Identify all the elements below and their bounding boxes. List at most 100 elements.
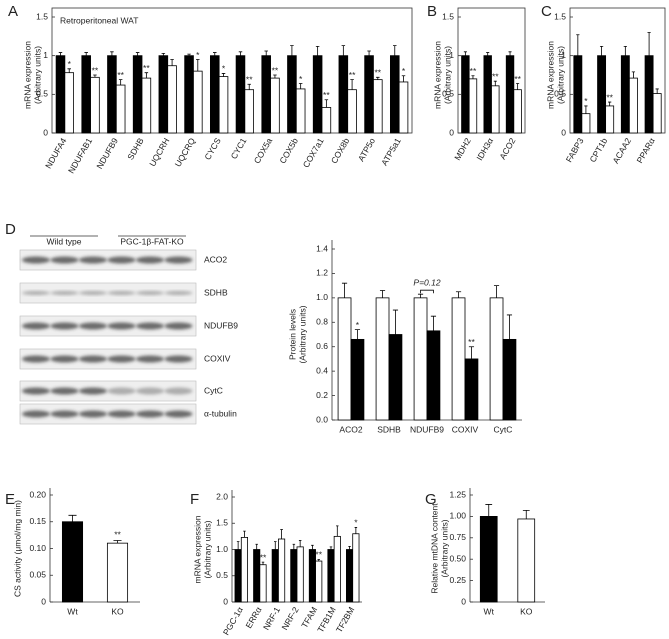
x-tick-label: PGC-1α xyxy=(221,605,245,637)
bar xyxy=(333,535,341,603)
y-tick-label: 1.4 xyxy=(316,243,328,253)
error-bar xyxy=(324,99,329,108)
error-bar xyxy=(623,45,627,56)
x-tick-label: ATP5a1 xyxy=(379,136,403,167)
bar xyxy=(375,297,390,421)
plot-frame xyxy=(51,7,413,134)
bar xyxy=(193,70,203,134)
blot-band xyxy=(50,387,79,395)
y-axis-label: Relative mtDNA content xyxy=(429,503,439,594)
band-label: SDHB xyxy=(204,287,228,297)
blot-band xyxy=(79,410,107,418)
y-tick-label: 1.2 xyxy=(316,268,328,278)
bar xyxy=(81,55,91,134)
blot-band xyxy=(107,291,136,295)
x-tick-label: COX8b xyxy=(329,136,352,165)
significance: ** xyxy=(92,65,99,75)
error-bar xyxy=(311,544,314,550)
error-bar xyxy=(485,504,493,517)
error-bar xyxy=(367,50,371,56)
bar xyxy=(315,560,323,603)
bar xyxy=(244,89,255,134)
band-label: α-tubulin xyxy=(204,408,237,418)
bar xyxy=(413,297,428,421)
y-tick-label: 0.50 xyxy=(449,553,466,563)
x-tick-label: NDUFB9 xyxy=(410,424,444,434)
error-bar xyxy=(341,45,346,56)
bar xyxy=(389,55,400,134)
bar xyxy=(141,77,152,134)
bar xyxy=(573,55,583,134)
significance: ** xyxy=(606,92,613,102)
error-bar xyxy=(631,71,636,79)
y-tick-label: 0.8 xyxy=(316,317,328,327)
bar xyxy=(218,76,229,134)
y-tick-label: 0 xyxy=(461,596,466,606)
bar xyxy=(106,542,129,603)
x-tick-label: COX5b xyxy=(277,136,300,165)
plot-frame xyxy=(569,7,666,134)
band-label: COXIV xyxy=(204,353,231,363)
y-axis-label: (Arbitrary units) xyxy=(439,519,449,577)
bar xyxy=(338,55,349,134)
bar xyxy=(620,55,630,134)
panel-letter: E xyxy=(5,491,15,508)
blot-band xyxy=(22,355,50,363)
y-tick-label: 0 xyxy=(43,127,48,137)
significance: ** xyxy=(492,71,499,81)
blot-band xyxy=(22,322,50,330)
bar xyxy=(115,84,126,134)
bar xyxy=(234,549,242,603)
significance: ** xyxy=(315,550,322,560)
bar xyxy=(90,76,100,134)
significance: ** xyxy=(374,68,381,78)
bar xyxy=(505,55,515,134)
error-bar xyxy=(522,510,530,519)
blot-band xyxy=(164,387,193,395)
blot-band xyxy=(22,410,50,418)
error-bar xyxy=(298,83,303,89)
error-bar xyxy=(354,527,358,534)
y-tick-label: 1 xyxy=(449,50,454,60)
bar xyxy=(489,297,504,421)
bar xyxy=(644,55,654,134)
significance: * xyxy=(584,96,588,106)
y-tick-label: 0 xyxy=(223,596,228,606)
y-axis-label: mRNA expression xyxy=(22,41,32,109)
significance: ** xyxy=(117,70,124,80)
y-tick-label: 0.5 xyxy=(554,89,566,99)
significance: * xyxy=(402,66,406,76)
error-bar xyxy=(261,561,265,565)
error-bar xyxy=(144,72,149,79)
blot-band xyxy=(164,355,193,363)
x-tick-label: SDHB xyxy=(377,424,401,434)
y-tick-label: 1.00 xyxy=(449,511,466,521)
error-bar xyxy=(280,529,283,539)
error-bar xyxy=(68,514,77,522)
significance: ** xyxy=(272,65,279,75)
blot-band xyxy=(22,387,50,395)
y-tick-label: 0 xyxy=(41,596,46,606)
x-tick-label: NDUFB9 xyxy=(94,136,120,171)
y-tick-label: 0.4 xyxy=(316,365,328,375)
y-tick-label: 1.0 xyxy=(216,544,228,554)
y-tick-label: 0 xyxy=(449,127,454,137)
x-tick-label: COXIV xyxy=(452,424,479,434)
error-bar xyxy=(292,543,296,550)
y-tick-label: 1 xyxy=(561,50,566,60)
bar xyxy=(461,55,470,134)
y-tick-label: 0.0 xyxy=(316,414,328,424)
significance: ** xyxy=(260,552,267,562)
error-bar xyxy=(576,34,580,56)
bar xyxy=(345,549,354,603)
y-tick-label: 1.5 xyxy=(36,11,48,21)
panel-letter: B xyxy=(427,3,437,20)
error-bar xyxy=(113,540,122,544)
bar xyxy=(517,518,536,603)
bracket xyxy=(420,289,434,294)
error-bar xyxy=(471,75,475,79)
error-bar xyxy=(110,51,114,56)
x-tick-label: Wt xyxy=(484,606,495,616)
bar xyxy=(513,89,522,134)
